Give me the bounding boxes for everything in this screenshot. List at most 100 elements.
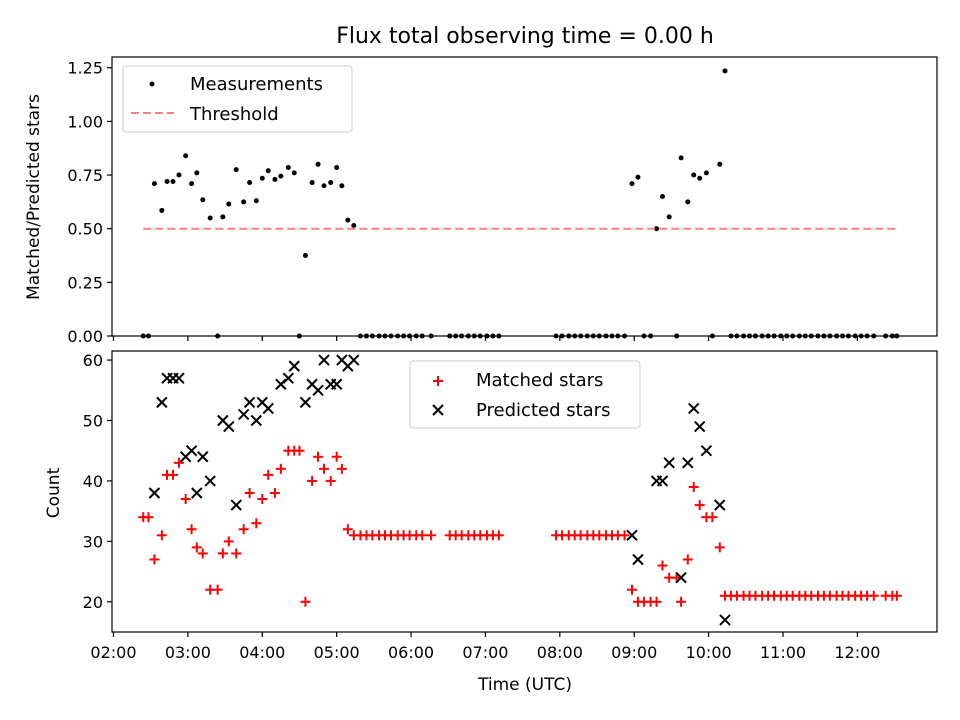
measurement-point xyxy=(629,181,635,187)
predicted-star-point xyxy=(682,457,694,469)
top-x-axis xyxy=(112,336,859,341)
predicted-star-point xyxy=(197,451,209,463)
bottom-x-tick-label: 07:00 xyxy=(462,643,508,662)
top-plot-area xyxy=(140,68,900,339)
measurement-point xyxy=(207,215,213,221)
predicted-star-point xyxy=(656,475,669,487)
matched-star-point xyxy=(891,590,902,601)
measurement-point xyxy=(285,165,291,171)
top-y-tick-label: 1.25 xyxy=(67,59,103,78)
top-y-tick-label: 0.25 xyxy=(67,273,103,292)
matched-star-point xyxy=(180,494,191,505)
measurement-point xyxy=(635,174,641,180)
matched-star-point xyxy=(313,451,324,462)
top-y-tick-label: 0.00 xyxy=(67,327,103,346)
matched-star-point xyxy=(156,530,167,541)
bottom-x-tick-label: 04:00 xyxy=(239,643,285,662)
measurement-point xyxy=(253,198,259,204)
series-predicted-stars xyxy=(148,354,731,626)
measurement-point xyxy=(272,176,278,182)
bottom-y-axis-label: Count xyxy=(44,467,64,518)
measurement-point xyxy=(176,172,182,178)
matched-star-point xyxy=(300,596,311,607)
matched-star-point xyxy=(275,463,286,474)
matched-star-point xyxy=(493,530,504,541)
predicted-star-point xyxy=(688,402,700,415)
matched-star-point xyxy=(626,584,637,595)
measurement-point xyxy=(309,180,315,186)
measurement-point xyxy=(697,175,703,181)
measurement-point xyxy=(351,222,357,228)
matched-star-point xyxy=(307,475,318,486)
bottom-legend-box xyxy=(409,360,641,429)
measurement-point xyxy=(164,178,170,184)
matched-star-point xyxy=(149,554,160,565)
measurement-point xyxy=(315,161,321,167)
bottom-x-axis: 02:00 03:00 04:00 05:00 06:00 07:00 08:00 09:00… xyxy=(90,632,880,662)
measurement-point xyxy=(334,165,340,171)
measurement-point xyxy=(220,214,226,220)
bottom-x-tick-label: 06:00 xyxy=(388,643,434,662)
measurement-point xyxy=(291,170,297,176)
predicted-star-point xyxy=(312,384,324,396)
bottom-y-tick-label: 30 xyxy=(83,532,103,551)
matched-star-point xyxy=(426,530,437,541)
predicted-star-point xyxy=(626,529,638,542)
measurement-point xyxy=(703,170,709,176)
matched-star-point xyxy=(244,488,255,499)
top-legend: Measurements Threshold xyxy=(122,65,353,133)
matched-star-point xyxy=(186,524,197,535)
matched-star-point xyxy=(269,488,280,499)
legend-measurements-label: Measurements xyxy=(190,74,323,95)
top-axes-frame xyxy=(111,56,938,337)
measurement-point xyxy=(170,178,176,184)
predicted-star-point xyxy=(156,396,168,409)
bottom-axes-frame xyxy=(111,350,938,633)
bottom-x-tick-label: 08:00 xyxy=(537,643,583,662)
matched-star-point xyxy=(257,494,268,505)
measurement-point xyxy=(678,155,684,161)
measurement-point xyxy=(321,183,327,189)
matched-star-point xyxy=(217,548,228,559)
measurement-point xyxy=(194,170,200,176)
bottom-y-tick-label: 50 xyxy=(83,411,103,430)
top-legend-box xyxy=(122,65,353,133)
matched-star-point xyxy=(319,463,330,474)
measurement-point xyxy=(233,167,239,173)
legend-measurements-marker xyxy=(149,81,155,87)
matched-star-point xyxy=(714,542,725,553)
predicted-star-point xyxy=(330,378,343,390)
measurement-point xyxy=(183,153,189,159)
bottom-x-tick-label: 02:00 xyxy=(90,643,136,662)
top-y-tick-label: 1.00 xyxy=(67,112,103,131)
bottom-x-tick-label: 11:00 xyxy=(760,643,806,662)
predicted-star-point xyxy=(250,414,263,427)
matched-star-point xyxy=(191,542,202,553)
matched-star-point xyxy=(707,512,718,523)
predicted-star-point xyxy=(237,408,250,421)
matched-star-point xyxy=(657,560,668,571)
predicted-star-point xyxy=(282,372,295,384)
matched-star-point xyxy=(168,469,179,480)
top-y-tick-label: 0.75 xyxy=(67,166,103,185)
top-y-axis: 0.00 0.25 0.50 0.75 1.00 1.25 xyxy=(67,59,112,346)
matched-star-point xyxy=(223,536,234,547)
matched-star-point xyxy=(294,445,305,456)
matched-star-point xyxy=(197,548,208,559)
predicted-star-point xyxy=(185,445,198,457)
predicted-star-point xyxy=(663,457,675,469)
predicted-star-point xyxy=(204,475,216,487)
measurement-point xyxy=(200,197,206,203)
measurement-point xyxy=(659,194,665,199)
predicted-star-point xyxy=(262,402,274,415)
legend-matched-marker xyxy=(433,376,443,386)
measurement-point xyxy=(345,217,351,223)
measurement-point xyxy=(151,181,157,187)
matched-star-point xyxy=(238,524,249,535)
measurement-point xyxy=(265,168,271,174)
matched-star-point xyxy=(173,457,184,468)
predicted-star-point xyxy=(288,360,300,372)
series-matched-stars xyxy=(138,445,902,607)
measurement-point xyxy=(328,180,334,186)
